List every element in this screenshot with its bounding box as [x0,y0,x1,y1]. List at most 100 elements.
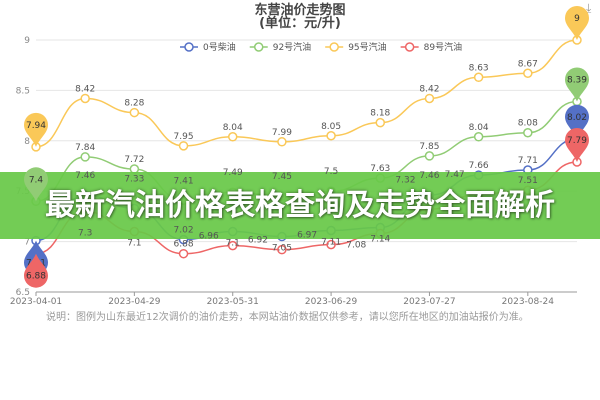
data-point [227,132,238,142]
data-label: 7.08 [346,241,366,251]
data-label: 6.96 [199,232,219,242]
data-label: 8.04 [223,123,243,133]
data-label: 7.05 [272,244,292,254]
pin-marker [565,67,589,102]
legend-marker [404,42,415,52]
y-tick-label: 9 [24,36,30,46]
data-point [326,239,336,250]
data-label: 8.67 [518,59,538,69]
data-label: 7.47 [445,170,465,180]
pin-label: 8.39 [567,75,587,85]
data-label: 8.04 [469,123,489,133]
data-label: 7.49 [223,168,243,178]
data-label: 7.51 [518,176,538,186]
data-label: 7.63 [370,164,390,174]
data-label: 7.11 [321,238,341,248]
data-label: 8.05 [321,122,341,132]
data-point [523,68,533,79]
data-label: 7.02 [174,226,194,236]
legend-marker [253,42,264,52]
pin-label: 8.02 [567,113,587,123]
data-label: 7.71 [518,156,538,166]
data-label: 7.84 [75,143,95,153]
pin-marker [565,104,589,139]
data-label: 7.45 [272,172,292,182]
legend-label: 95号汽油 [348,41,386,53]
data-label: 8.42 [75,84,95,94]
data-point [80,93,90,104]
data-point [178,141,189,151]
data-label: 8.28 [124,99,144,109]
pin-marker [24,253,48,288]
data-label: 6.88 [174,240,194,250]
data-point [473,72,484,83]
headline-banner: 最新汽油价格表格查询及走势全面解析 [0,172,600,239]
data-label: 7.1 [127,239,141,249]
chart-title: 东营油价走势图 [254,3,346,18]
data-label: 7.32 [395,175,415,185]
x-tick-label: 2023-04-29 [108,297,161,307]
legend-marker [329,42,339,52]
pin-marker [565,6,589,40]
data-label: 7.33 [124,174,144,184]
pin-label: 9 [574,14,580,24]
y-tick-label: 8.5 [16,86,30,96]
data-label: 7.85 [419,142,439,152]
pin-marker [24,167,48,202]
data-point [129,107,140,118]
data-label: 8.18 [370,109,390,119]
data-point [227,240,238,251]
data-label: 7.99 [272,128,292,138]
y-tick-label: 8 [24,137,30,147]
data-label: 8.08 [518,119,538,129]
banner-text: 最新汽油价格表格查询及走势全面解析 [45,187,555,223]
x-tick-label: 2023-05-31 [207,297,259,307]
data-point [80,152,90,162]
data-label: 7.1 [226,239,240,249]
pin-marker [565,127,589,162]
data-point [523,127,533,138]
data-label: 7.3 [78,228,92,238]
data-label: 8.63 [469,63,489,73]
data-point [277,244,287,255]
legend-label: 89号汽油 [424,41,462,53]
data-label: 7.5 [324,167,338,177]
x-tick-label: 2023-07-27 [403,297,455,307]
x-tick-label: 2023-04-01 [10,297,62,307]
data-point [424,151,435,161]
data-label: 7.14 [370,234,390,244]
data-label: 7.46 [75,171,95,181]
pin-label: 7.79 [567,136,587,146]
data-label: 7.72 [124,155,144,165]
chart-subtitle-row: (单位：元/升) [0,17,600,30]
chart-subtitle: (单位：元/升) [259,16,341,31]
y-tick-label: 7 [24,238,30,248]
legend-label: 0号柴油 [203,41,236,53]
data-point [277,137,287,147]
x-tick-label: 2023-08-24 [502,297,555,307]
data-label: 7.46 [419,171,439,181]
chart-note: 说明：图例为山东最近12次调价的油价走势，本网站油价数据仅供参考，请以您所在地区… [46,311,556,324]
data-point [178,248,189,259]
data-label: 6.97 [297,231,317,241]
x-tick-label: 2023-06-29 [305,297,358,307]
data-label: 8.42 [419,84,439,94]
legend-marker [184,42,194,52]
data-point [473,132,484,142]
data-label: 7.95 [174,132,194,142]
chart-title-row: 东营油价走势图 [0,4,600,17]
data-point [375,117,386,128]
download-icon[interactable]: ⤓ [586,1,592,15]
data-point [326,131,336,141]
pin-label: 7.94 [26,121,46,131]
chart-note-text: 说明：图例为山东最近12次调价的油价走势，本网站油价数据仅供参考，请以您所在地区… [46,312,529,323]
legend-label: 92号汽油 [273,41,311,53]
pin-marker [24,112,48,147]
pin-label: 7.4 [29,175,44,185]
y-tick-label: 6.5 [16,288,30,298]
series-line [35,39,578,148]
data-label: 7.41 [174,176,194,186]
data-point [424,93,435,104]
pin-label: 6.88 [26,272,46,282]
